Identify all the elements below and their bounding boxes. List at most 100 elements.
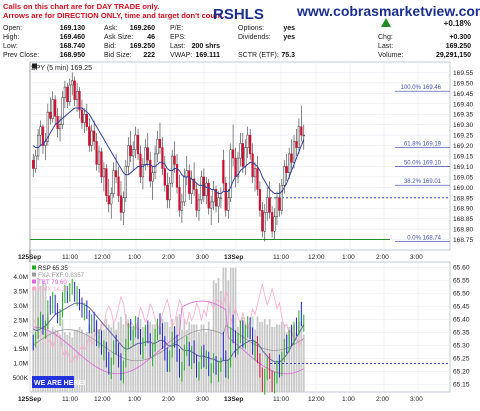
- candle-body: [195, 189, 198, 211]
- price-y-tick: 169.35: [453, 112, 474, 119]
- candle-body: [39, 126, 42, 136]
- candle-body: [168, 182, 171, 201]
- volume-tick: 1.5M: [13, 346, 28, 353]
- candle-body: [97, 151, 101, 165]
- indicator-x-tick: 2:00: [376, 396, 389, 403]
- indicator-legend-item: $VIX 14.20: [38, 286, 69, 293]
- volume-bar: [68, 332, 71, 392]
- quote-label: Last:: [170, 43, 185, 50]
- volume-tick: 2.5M: [13, 317, 28, 324]
- quote-label: Bid Size:: [104, 52, 132, 59]
- quote-value: 75.3: [281, 52, 295, 59]
- candle-body: [73, 80, 76, 100]
- indicator-y-ticks: 65.60 65.55 65.50 65.45 65.40 65.35 65.30 65.25…: [453, 265, 470, 389]
- candle-body: [146, 147, 149, 161]
- volume-bar: [212, 280, 215, 392]
- volume-bar: [137, 327, 139, 392]
- quote-label: Ask Size:: [104, 34, 133, 41]
- candle-body: [217, 197, 220, 207]
- quote-value: 169.260: [130, 25, 155, 32]
- price-x-tick: 125Sep: [18, 254, 41, 261]
- candle-body: [127, 145, 130, 167]
- change-percent: +0.18%: [444, 19, 471, 28]
- symbol-title: RSHLS: [213, 6, 264, 23]
- volume-bar: [61, 319, 64, 392]
- volume-bar: [241, 316, 244, 392]
- price-x-tick: 13Sep: [224, 254, 243, 261]
- candle-body: [188, 170, 191, 194]
- price-x-tick: 1:00: [342, 254, 355, 261]
- candle-body: [107, 195, 110, 205]
- indicator-x-ticks: 125Sep 11:00 12:00 1:00 2:00 3:00 13Sep 11:00 12…: [18, 396, 423, 403]
- candle-body: [212, 189, 215, 203]
- candle-body: [83, 113, 86, 123]
- volume-bar: [93, 329, 96, 392]
- price-y-tick: 169.20: [453, 143, 474, 150]
- candle-body: [61, 97, 64, 125]
- volume-bar: [234, 267, 237, 392]
- quote-label: Low:: [3, 43, 18, 50]
- change-arrow-icon: [381, 18, 391, 27]
- candle-body: [110, 193, 113, 205]
- candle-body: [88, 126, 91, 146]
- volume-bar: [146, 324, 149, 392]
- volume-ticks: 4.0M 3.5M 3.0M 2.5M 2.0M 1.5M 1.0M 500K: [13, 274, 29, 382]
- candle-body: [239, 143, 242, 159]
- quote-value: yes: [283, 25, 295, 32]
- volume-bar: [100, 321, 103, 392]
- candle-body: [258, 189, 262, 211]
- volume-bar: [246, 327, 249, 392]
- candle-body: [151, 172, 154, 182]
- candle-body: [185, 170, 188, 178]
- moving-average-line: [32, 107, 305, 195]
- candle-body: [302, 134, 305, 137]
- candle-body: [136, 134, 140, 155]
- quote-value: +0.300: [449, 34, 471, 41]
- candle-body: [46, 111, 49, 142]
- candle-body: [58, 124, 62, 130]
- volume-bar: [59, 334, 61, 392]
- volume-bar: [261, 321, 264, 392]
- candle-body: [283, 166, 286, 186]
- price-y-tick: 169.25: [453, 133, 474, 140]
- candle-body: [214, 189, 218, 207]
- candle-body: [178, 187, 181, 211]
- quote-value: yes: [283, 34, 295, 41]
- fxa-line: [32, 324, 305, 362]
- candle-body: [175, 164, 179, 188]
- we-are-here-text: WE ARE HERE!: [34, 380, 85, 387]
- indicator-y-tick: 65.50: [453, 291, 470, 298]
- volume-bar: [295, 332, 298, 392]
- candle-body: [105, 168, 108, 196]
- indicator-y-tick: 65.35: [453, 330, 470, 337]
- fib-levels: 100.0% 169.46 61.8% 169.19 50.0% 169.10 38.…: [30, 85, 450, 243]
- volume-bar: [161, 319, 164, 392]
- volume-bar: [154, 324, 156, 392]
- volume-bar: [78, 327, 81, 392]
- fib-label: 50.0% 169.10: [404, 160, 442, 166]
- site-url[interactable]: www.cobrasmarketview.com: [296, 3, 480, 19]
- volume-bar: [71, 337, 74, 392]
- price-y-tick: 169.50: [453, 80, 474, 87]
- indicator-legend-item: RSP 65.35: [38, 265, 68, 272]
- candle-body: [249, 134, 252, 155]
- volume-bar: [181, 329, 183, 392]
- rsp-average-line: [32, 302, 305, 363]
- indicator-legend-item: TBT 79.60: [38, 279, 67, 286]
- candle-body: [224, 182, 227, 211]
- price-legend: SPY (5 min) 169.25: [31, 65, 92, 72]
- price-y-tick: 168.85: [453, 216, 474, 223]
- volume-bar: [73, 329, 76, 392]
- we-are-here-badge: [32, 376, 74, 388]
- quote-label: Ask:: [104, 25, 118, 32]
- quote-label: Volume:: [378, 52, 403, 59]
- volume-bar: [115, 329, 117, 392]
- candle-body: [278, 197, 281, 211]
- candle-body: [158, 139, 162, 148]
- price-y-tick: 169.00: [453, 185, 474, 192]
- indicator-x-tick: 12:00: [94, 396, 111, 403]
- volume-bar: [298, 321, 300, 392]
- volume-bar: [224, 267, 227, 392]
- candle-body: [180, 201, 184, 211]
- volume-bar: [139, 319, 142, 392]
